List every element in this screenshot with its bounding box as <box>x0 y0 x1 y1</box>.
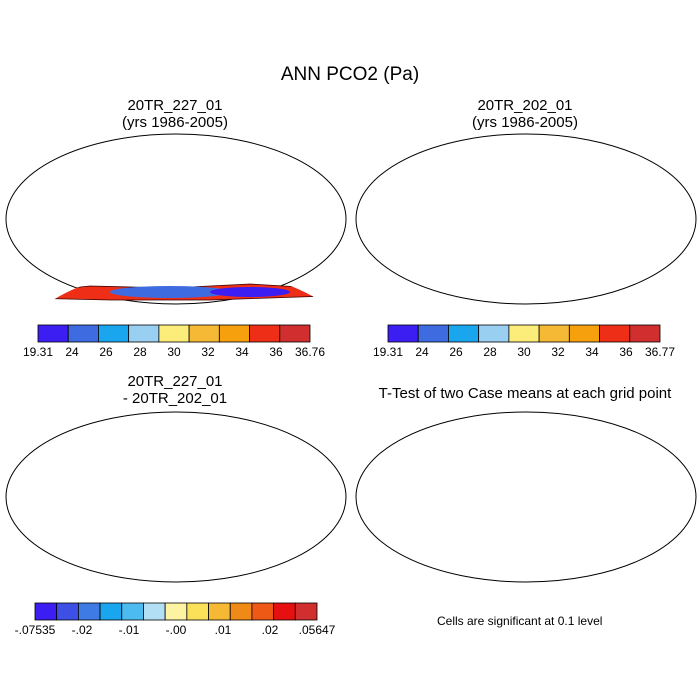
colorbar-swatch <box>56 602 79 621</box>
colorbar-3: -.07535 -.02 -.01 -.00 .01 .02 .05647 <box>15 602 336 637</box>
colorbar-swatch <box>67 324 99 343</box>
panel-1-title-line1: 20TR_227_01 <box>127 97 223 114</box>
colorbar-label: 36.77 <box>645 345 675 359</box>
colorbar-swatch <box>218 324 250 343</box>
colorbar-swatch <box>629 324 661 343</box>
colorbar-label: 26 <box>449 345 463 359</box>
colorbar-swatch <box>98 324 130 343</box>
colorbar-label: -.07535 <box>15 623 56 637</box>
colorbar-label: 32 <box>201 345 215 359</box>
colorbar-label: 19.31 <box>373 345 403 359</box>
colorbar-label: 24 <box>415 345 429 359</box>
colorbar-swatch <box>158 324 190 343</box>
colorbar-swatch <box>37 324 69 343</box>
colorbar-swatch <box>121 602 144 621</box>
panel-2-title-line1: 20TR_202_01 <box>477 97 573 114</box>
colorbar-swatch <box>143 602 166 621</box>
colorbar-swatch <box>478 324 510 343</box>
colorbar-swatch <box>508 324 540 343</box>
panel-2-title-line2: (yrs 1986-2005) <box>472 114 578 131</box>
colorbar-label: .02 <box>262 623 279 637</box>
map-panel-1 <box>5 133 347 305</box>
panel-3-title-line2: - 20TR_202_01 <box>122 390 228 407</box>
colorbar-label: -.00 <box>166 623 187 637</box>
colorbar-swatch <box>568 324 600 343</box>
map-panel-4 <box>355 411 697 583</box>
colorbar-label: 19.31 <box>23 345 53 359</box>
colorbar-label: .01 <box>215 623 232 637</box>
colorbar-label: -.02 <box>72 623 93 637</box>
colorbar-swatch <box>229 602 253 621</box>
colorbar-label: 32 <box>551 345 565 359</box>
colorbar-1: 19.31 24 26 28 30 32 34 36 36.76 <box>23 324 325 359</box>
panel-1-title-line2: (yrs 1986-2005) <box>122 114 228 131</box>
colorbar-label: 30 <box>517 345 531 359</box>
panel-4-title-line1: T-Test of two Case means at each grid po… <box>378 385 672 402</box>
colorbar-label: 34 <box>585 345 599 359</box>
colorbar-label: 28 <box>483 345 497 359</box>
panel-1-title: 20TR_227_01 (yrs 1986-2005) <box>25 97 325 131</box>
colorbar-swatch <box>294 602 318 621</box>
colorbar-swatch <box>599 324 631 343</box>
colorbar-label: 26 <box>99 345 113 359</box>
colorbar-label: 24 <box>65 345 79 359</box>
panel-2-title: 20TR_202_01 (yrs 1986-2005) <box>375 97 675 131</box>
colorbar-label: -.01 <box>119 623 140 637</box>
colorbar-swatch <box>34 602 58 621</box>
colorbar-swatch <box>448 324 480 343</box>
colorbar-swatch <box>417 324 449 343</box>
colorbar-swatch <box>273 602 296 621</box>
colorbar-swatch <box>279 324 311 343</box>
colorbar-label: .05647 <box>299 623 336 637</box>
colorbar-label: 36.76 <box>295 345 325 359</box>
colorbar-label: 28 <box>133 345 147 359</box>
colorbar-2: 19.31 24 26 28 30 32 34 36 36.77 <box>373 324 675 359</box>
colorbar-swatch <box>77 602 101 621</box>
colorbar-swatch <box>128 324 160 343</box>
figure-title: ANN PCO2 (Pa) <box>280 64 420 85</box>
colorbar-label: 36 <box>619 345 633 359</box>
map-panel-3 <box>5 411 347 583</box>
significance-note: Cells are significant at 0.1 level <box>437 614 603 628</box>
colorbar-swatch <box>99 602 123 621</box>
colorbar-label: 36 <box>269 345 283 359</box>
colorbar-swatch <box>251 602 275 621</box>
panel-3-title: 20TR_227_01 - 20TR_202_01 <box>25 373 325 407</box>
colorbar-swatch <box>387 324 419 343</box>
colorbar-swatch <box>208 602 231 621</box>
map-panel-2 <box>355 133 697 305</box>
colorbar-swatch <box>164 602 188 621</box>
colorbar-swatch <box>249 324 281 343</box>
colorbar-swatch <box>538 324 570 343</box>
colorbar-swatch <box>186 602 209 621</box>
colorbar-label: 30 <box>167 345 181 359</box>
colorbar-swatch <box>188 324 220 343</box>
panel-4-title: T-Test of two Case means at each grid po… <box>350 385 700 402</box>
panel-3-title-line1: 20TR_227_01 <box>127 373 223 390</box>
colorbar-label: 34 <box>235 345 249 359</box>
